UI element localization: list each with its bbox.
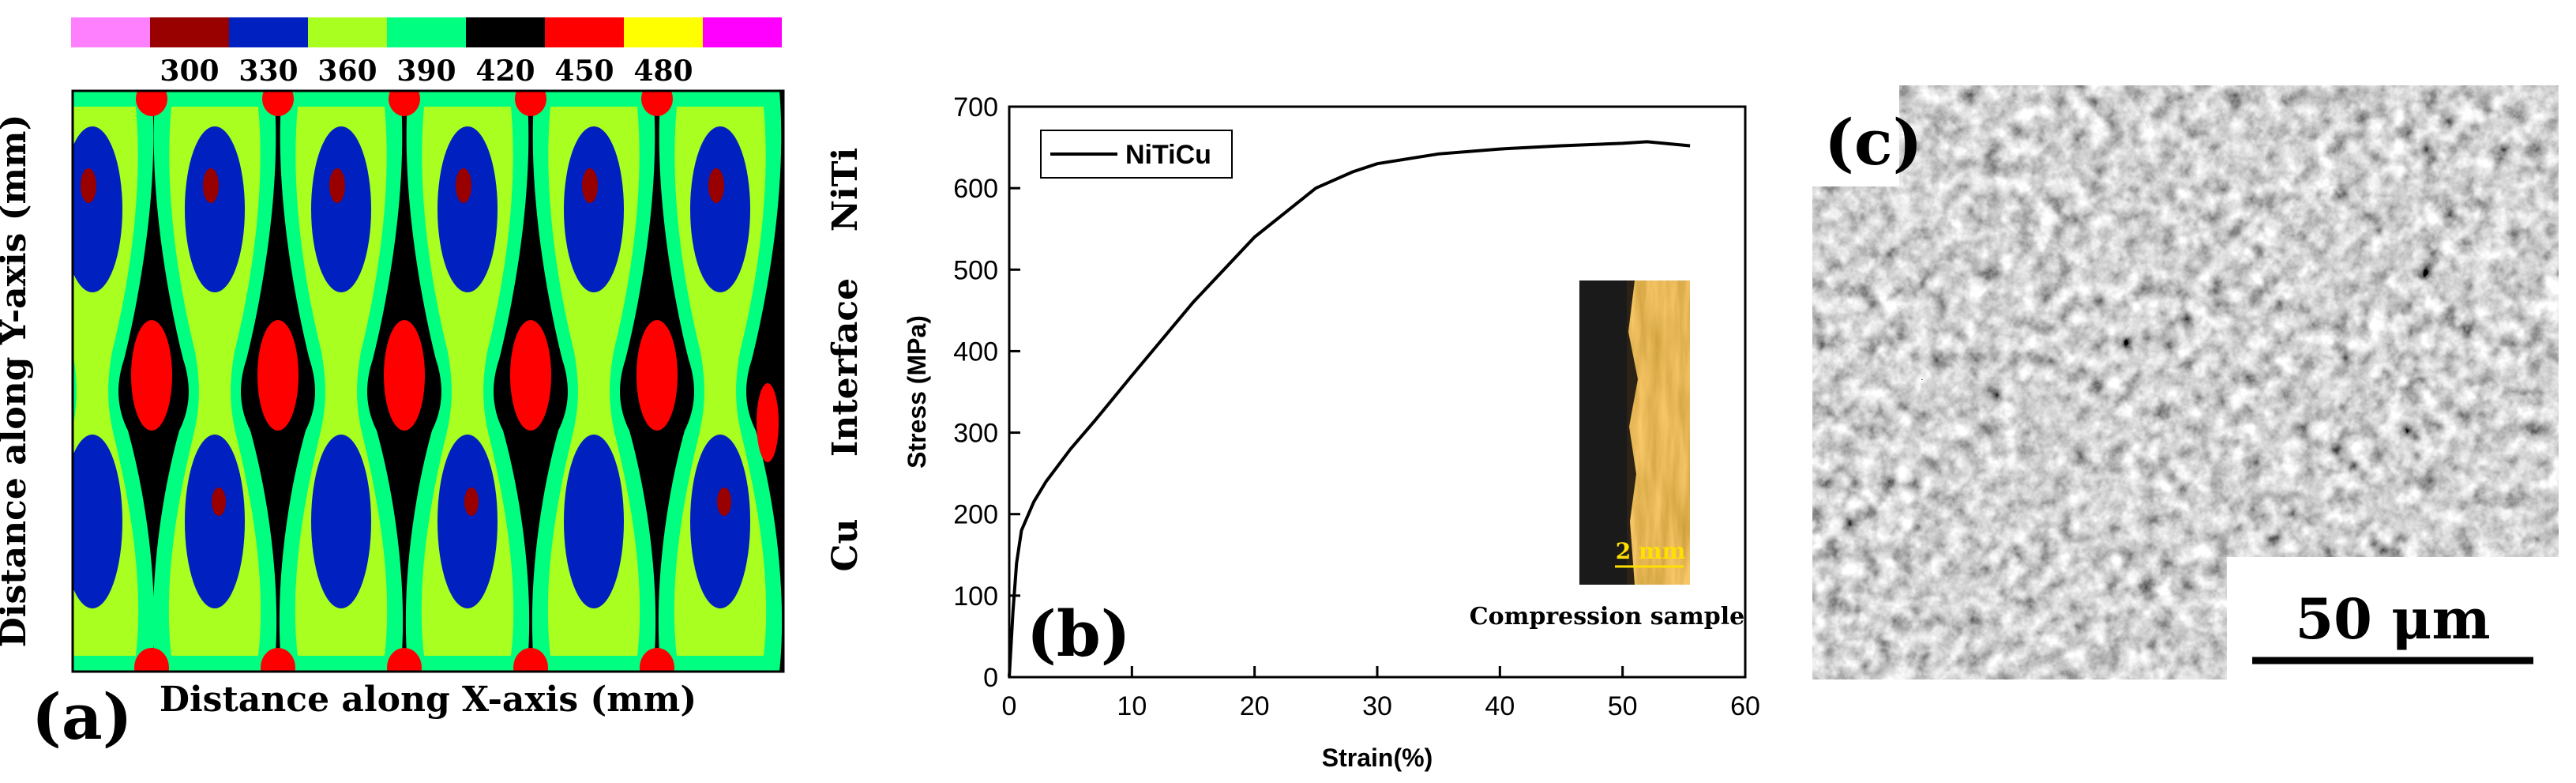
contour-spot-red bbox=[261, 648, 295, 672]
stress-strain-curve bbox=[1008, 140, 1691, 678]
x-tick-label: 0 bbox=[1002, 691, 1017, 721]
contour-spot-red bbox=[262, 91, 294, 116]
panel-label-a: (a) bbox=[32, 679, 133, 754]
y-tick-label: 200 bbox=[953, 500, 998, 530]
contour-spot-red bbox=[131, 320, 172, 431]
colorbar-swatch-5 bbox=[387, 17, 466, 47]
contour-spot-red bbox=[515, 91, 546, 116]
contour-spot-red bbox=[640, 648, 674, 672]
contour-pod-blue bbox=[73, 435, 122, 608]
panel-label-b: (b) bbox=[1027, 597, 1131, 671]
contour-spot-darkred bbox=[212, 487, 226, 516]
inset-scale-label: 2 mm bbox=[1616, 538, 1685, 564]
panel-label-c: (c) bbox=[1824, 105, 1922, 179]
legend-label: NiTiCu bbox=[1125, 140, 1211, 170]
contour-spot-darkred bbox=[456, 168, 471, 203]
colorbar-swatch-1 bbox=[71, 17, 150, 47]
y-tick-label: 500 bbox=[953, 255, 998, 285]
contour-pod-blue bbox=[73, 126, 122, 292]
contour-spot-red bbox=[136, 91, 167, 116]
contour-spot-red bbox=[389, 91, 420, 116]
side-label-interface: Interface bbox=[825, 278, 866, 457]
contour-spot-darkred bbox=[203, 168, 219, 203]
y-tick-label: 300 bbox=[953, 419, 998, 449]
contour-frame bbox=[71, 89, 785, 673]
y-tick-label: 100 bbox=[953, 582, 998, 612]
colorbar-swatch-4 bbox=[308, 17, 387, 47]
contour-spot-red bbox=[641, 91, 673, 116]
y-axis-label-a: Distance along Y-axis (mm) bbox=[0, 115, 34, 648]
contour-spot-red bbox=[636, 320, 678, 431]
contour-pod-blue bbox=[564, 126, 624, 292]
colorbar-swatch-8 bbox=[624, 17, 703, 47]
contour-pod-blue bbox=[185, 126, 245, 292]
colorbar-label-300: 300 bbox=[160, 55, 219, 88]
contour-spot-darkred bbox=[329, 168, 345, 203]
y-tick-label: 0 bbox=[983, 663, 998, 693]
contour-pod-blue bbox=[690, 126, 750, 292]
contour-spot-red bbox=[513, 648, 548, 672]
x-axis-label-a: Distance along X-axis (mm) bbox=[160, 679, 697, 720]
inset-caption: Compression sample bbox=[1470, 603, 1744, 631]
x-tick-label: 20 bbox=[1240, 691, 1270, 721]
contour-spot-darkred bbox=[582, 168, 598, 203]
colorbar-swatch-3 bbox=[229, 17, 308, 47]
colorbar-label-420: 420 bbox=[475, 55, 535, 88]
y-axis-label-b: Stress (MPa) bbox=[903, 315, 931, 469]
contour-spot-red bbox=[257, 320, 299, 431]
colorbar-label-360: 360 bbox=[317, 55, 377, 88]
colorbar-swatch-7 bbox=[545, 17, 624, 47]
panel-a: 300 330 360 390 420 450 480 Distance alo… bbox=[0, 17, 785, 754]
contour-spot-darkred bbox=[464, 487, 479, 516]
colorbar-label-450: 450 bbox=[554, 55, 614, 88]
colorbar-swatch-2 bbox=[150, 17, 229, 47]
colorbar-label-480: 480 bbox=[633, 55, 693, 88]
colorbar: 300 330 360 390 420 450 480 bbox=[71, 17, 782, 88]
side-label-cu: Cu bbox=[825, 518, 866, 571]
contour-pod-blue bbox=[437, 126, 498, 292]
contour-pod-blue bbox=[437, 435, 498, 608]
y-tick-label: 400 bbox=[953, 337, 998, 367]
x-tick-label: 60 bbox=[1730, 691, 1760, 721]
contour-pod-blue bbox=[311, 435, 371, 608]
contour-spot-darkred bbox=[717, 487, 731, 516]
y-tick-label: 700 bbox=[953, 92, 998, 122]
scale-bar-label: 50 μm bbox=[2295, 586, 2490, 652]
panel-c-label-bg bbox=[1812, 85, 1899, 186]
x-tick-label: 10 bbox=[1117, 691, 1147, 721]
contour-spot-darkred bbox=[81, 168, 96, 203]
colorbar-swatch-9 bbox=[703, 17, 782, 47]
inset-photo: 2 mm bbox=[1579, 280, 1690, 585]
x-axis-label-b: Strain(%) bbox=[1322, 743, 1433, 772]
legend: NiTiCu bbox=[1040, 130, 1233, 179]
side-label-niti: NiTi bbox=[825, 148, 866, 232]
contour-spot-red bbox=[757, 383, 779, 462]
y-tick-label: 600 bbox=[953, 174, 998, 204]
contour-pod-blue bbox=[185, 435, 245, 608]
x-tick-label: 50 bbox=[1608, 691, 1638, 721]
contour-spot-darkred bbox=[708, 168, 724, 203]
contour-spot-red bbox=[384, 320, 425, 431]
colorbar-label-330: 330 bbox=[238, 55, 298, 88]
contour-spot-red bbox=[510, 320, 551, 431]
panel-c: (c) 50 μm bbox=[1812, 85, 2559, 679]
contour-spot-red bbox=[134, 648, 169, 672]
contour-pod-blue bbox=[564, 435, 624, 608]
x-tick-label: 30 bbox=[1362, 691, 1392, 721]
colorbar-swatch-6 bbox=[466, 17, 545, 47]
contour-pod-blue bbox=[311, 126, 371, 292]
x-tick-label: 40 bbox=[1485, 691, 1515, 721]
contour-pod-blue bbox=[690, 435, 750, 608]
colorbar-label-390: 390 bbox=[396, 55, 456, 88]
contour-spot-red bbox=[387, 648, 422, 672]
contour-map bbox=[73, 91, 783, 672]
